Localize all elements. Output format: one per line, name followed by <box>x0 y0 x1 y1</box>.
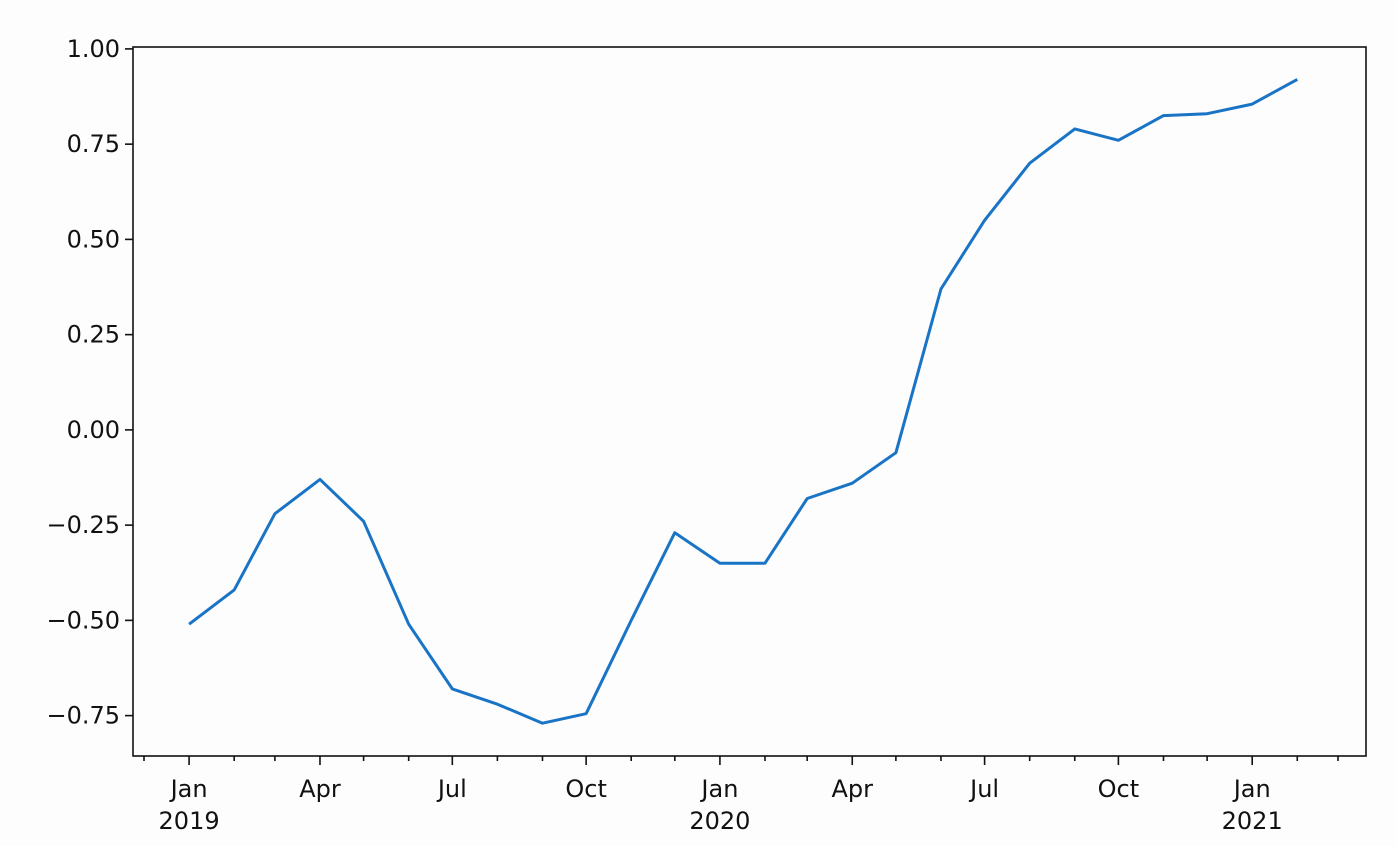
x-tick-label: Apr <box>831 775 873 803</box>
x-tick-label: Apr <box>299 775 341 803</box>
plot-frame <box>132 46 1367 757</box>
x-tick-label: Jul <box>436 775 467 803</box>
y-tick-label: 0.75 <box>67 130 120 158</box>
x-tick-label: Jul <box>968 775 999 803</box>
data-line <box>188 78 1299 725</box>
y-tick-label: −0.25 <box>46 511 120 539</box>
y-tick-label: −0.75 <box>46 702 120 730</box>
x-tick-label: Jan <box>169 775 208 803</box>
x-tick-label: Oct <box>565 775 607 803</box>
x-tick-year: 2020 <box>689 807 750 835</box>
y-tick-label: 0.50 <box>67 225 120 253</box>
x-tick-year: 2021 <box>1222 807 1283 835</box>
y-tick-label: 0.00 <box>67 416 120 444</box>
x-tick-year: 2019 <box>159 807 220 835</box>
x-tick-label: Jan <box>699 775 738 803</box>
x-tick-label: Jan <box>1232 775 1271 803</box>
y-tick-label: 0.25 <box>67 321 120 349</box>
x-tick-label: Oct <box>1098 775 1140 803</box>
y-tick-label: 1.00 <box>67 35 120 63</box>
y-tick-label: −0.50 <box>46 606 120 634</box>
